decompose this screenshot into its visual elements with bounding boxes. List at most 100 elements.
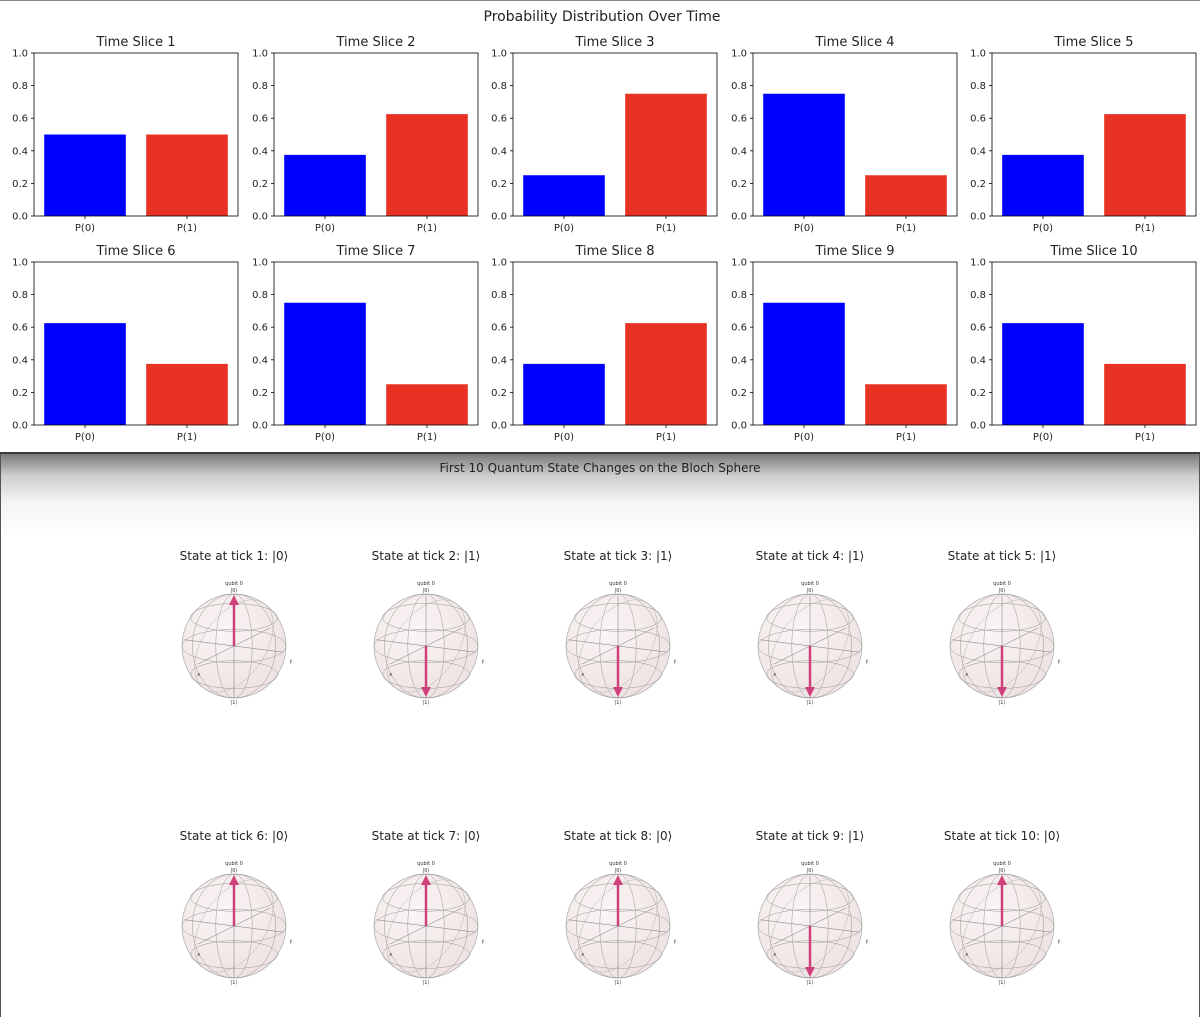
y-tick-label: 0.0 xyxy=(731,212,747,223)
bar-p1 xyxy=(1104,363,1186,425)
bar-p0 xyxy=(284,154,366,216)
bar-chart-title: Time Slice 10 xyxy=(1049,244,1137,259)
x-tick-label: P(0) xyxy=(75,223,95,234)
y-tick-label: 0.0 xyxy=(491,421,507,432)
bloch-sphere-1: State at tick 1: |0⟩ qubit 0|0⟩ |1⟩ x y xyxy=(180,549,293,706)
x-tick-label: P(1) xyxy=(417,223,437,234)
x-tick-label: P(1) xyxy=(177,432,197,443)
ket-one-label: |1⟩ xyxy=(807,700,814,706)
ket-zero-label: |0⟩ xyxy=(807,588,814,594)
y-axis-label: y xyxy=(674,939,677,945)
bloch-sphere-3: State at tick 3: |1⟩ qubit 0|0⟩ |1⟩ x y xyxy=(564,549,677,706)
y-tick-label: 0.6 xyxy=(252,323,268,334)
ket-one-label: |1⟩ xyxy=(231,980,238,986)
x-axis-label: x xyxy=(965,672,968,678)
bar-chart-title: Time Slice 8 xyxy=(575,244,655,259)
x-tick-label: P(0) xyxy=(315,223,335,234)
bar-p1 xyxy=(865,384,947,425)
bloch-sphere-grid: First 10 Quantum State Changes on the Bl… xyxy=(180,461,1061,986)
y-axis-label: y xyxy=(1058,659,1061,665)
ket-zero-label: |0⟩ xyxy=(423,588,430,594)
y-tick-label: 1.0 xyxy=(491,49,507,60)
bloch-sphere-2: State at tick 2: |1⟩ qubit 0|0⟩ |1⟩ x y xyxy=(372,549,485,706)
bar-p0 xyxy=(1002,154,1084,216)
bloch-sphere-title: State at tick 4: |1⟩ xyxy=(756,549,865,563)
qubit-label: qubit 0 xyxy=(609,861,627,867)
ket-one-label: |1⟩ xyxy=(231,700,238,706)
bloch-sphere-title: State at tick 7: |0⟩ xyxy=(372,829,481,843)
bloch-sphere-title: State at tick 9: |1⟩ xyxy=(756,829,865,843)
y-tick-label: 0.2 xyxy=(252,388,268,399)
y-tick-label: 0.0 xyxy=(731,421,747,432)
bar-p0 xyxy=(1002,323,1084,425)
y-tick-label: 0.8 xyxy=(731,81,747,92)
ket-one-label: |1⟩ xyxy=(807,980,814,986)
bloch-sphere-4: State at tick 4: |1⟩ qubit 0|0⟩ |1⟩ x y xyxy=(756,549,869,706)
bloch-sphere-title: State at tick 1: |0⟩ xyxy=(180,549,289,563)
y-tick-label: 0.4 xyxy=(731,146,747,157)
bar-p0 xyxy=(763,93,845,216)
bar-p0 xyxy=(523,175,605,216)
y-tick-label: 0.6 xyxy=(12,114,28,125)
bloch-sphere-10: State at tick 10: |0⟩ qubit 0|0⟩ |1⟩ x y xyxy=(944,829,1061,986)
qubit-label: qubit 0 xyxy=(993,581,1011,587)
y-tick-label: 0.6 xyxy=(252,114,268,125)
x-axis-label: x xyxy=(197,672,200,678)
qubit-label: qubit 0 xyxy=(417,861,435,867)
y-tick-label: 1.0 xyxy=(491,258,507,269)
y-axis-label: y xyxy=(482,659,485,665)
y-tick-label: 0.4 xyxy=(491,146,507,157)
y-tick-label: 0.0 xyxy=(252,212,268,223)
bar-p1 xyxy=(386,384,468,425)
bar-chart-7: P(0) P(1) 0.0 0.2 0.4 0.6 0.8 1.0 Time Slice 7 xyxy=(252,244,479,443)
ket-zero-label: |0⟩ xyxy=(615,588,622,594)
figure-divider xyxy=(0,452,1200,454)
bar-chart-6: P(0) P(1) 0.0 0.2 0.4 0.6 0.8 1.0 Time Slice 6 xyxy=(12,244,239,443)
x-tick-label: P(1) xyxy=(417,432,437,443)
qubit-label: qubit 0 xyxy=(417,581,435,587)
y-axis-label: y xyxy=(290,659,293,665)
bloch-figure: First 10 Quantum State Changes on the Bl… xyxy=(0,454,1200,1017)
plot-frame xyxy=(752,52,958,217)
y-tick-label: 1.0 xyxy=(252,258,268,269)
qubit-label: qubit 0 xyxy=(801,861,819,867)
bar-chart-title: Time Slice 2 xyxy=(336,35,416,50)
bar-chart-title: Time Slice 4 xyxy=(815,35,895,50)
y-tick-label: 0.0 xyxy=(12,212,28,223)
y-tick-label: 0.2 xyxy=(731,388,747,399)
y-tick-label: 0.6 xyxy=(12,323,28,334)
bar-chart-10: P(0) P(1) 0.0 0.2 0.4 0.6 0.8 1.0 Time Slice 10 xyxy=(970,244,1197,443)
ket-zero-label: |0⟩ xyxy=(231,868,238,874)
ket-zero-label: |0⟩ xyxy=(999,868,1006,874)
x-axis-label: x xyxy=(389,672,392,678)
y-tick-label: 0.8 xyxy=(12,290,28,301)
x-tick-label: P(0) xyxy=(794,432,814,443)
ket-one-label: |1⟩ xyxy=(999,980,1006,986)
x-tick-label: P(0) xyxy=(315,432,335,443)
y-tick-label: 0.2 xyxy=(731,179,747,190)
y-axis-label: y xyxy=(866,659,869,665)
x-tick-label: P(1) xyxy=(896,432,916,443)
y-tick-label: 0.8 xyxy=(252,81,268,92)
x-tick-label: P(0) xyxy=(1033,223,1053,234)
y-tick-label: 0.4 xyxy=(970,146,986,157)
y-tick-label: 0.6 xyxy=(731,114,747,125)
y-tick-label: 0.8 xyxy=(252,290,268,301)
qubit-label: qubit 0 xyxy=(993,861,1011,867)
y-tick-label: 0.0 xyxy=(970,421,986,432)
x-axis-label: x xyxy=(965,952,968,958)
x-axis-label: x xyxy=(389,952,392,958)
y-tick-label: 1.0 xyxy=(252,49,268,60)
plot-frame xyxy=(273,261,479,426)
ket-one-label: |1⟩ xyxy=(615,700,622,706)
y-tick-label: 0.4 xyxy=(252,355,268,366)
y-tick-label: 0.4 xyxy=(731,355,747,366)
x-tick-label: P(1) xyxy=(177,223,197,234)
ket-zero-label: |0⟩ xyxy=(615,868,622,874)
y-tick-label: 0.6 xyxy=(491,323,507,334)
ket-one-label: |1⟩ xyxy=(423,980,430,986)
ket-zero-label: |0⟩ xyxy=(231,588,238,594)
bloch-sphere-title: State at tick 3: |1⟩ xyxy=(564,549,673,563)
y-tick-label: 0.4 xyxy=(970,355,986,366)
bar-chart-3: P(0) P(1) 0.0 0.2 0.4 0.6 0.8 1.0 Time Slice 3 xyxy=(491,35,718,234)
